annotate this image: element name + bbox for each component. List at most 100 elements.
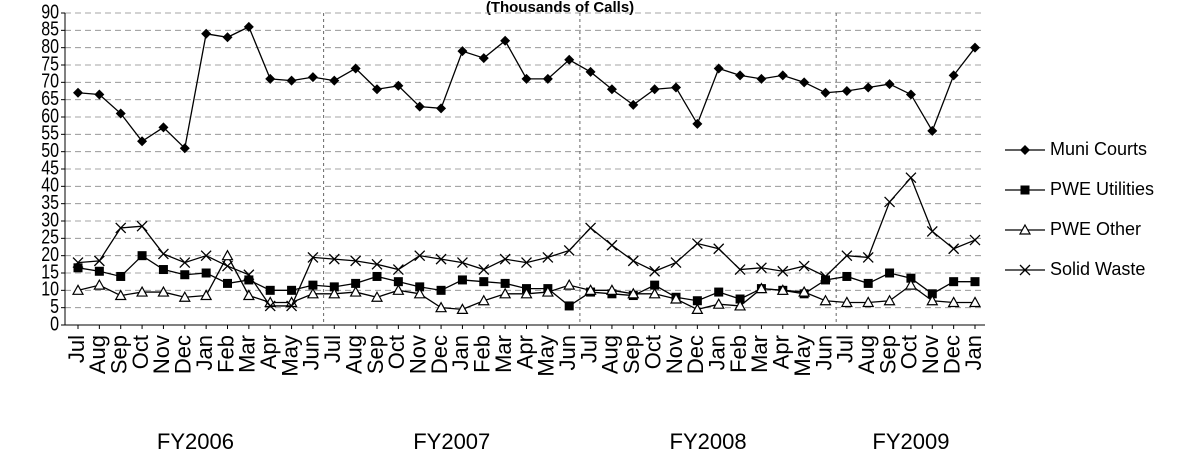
x-tick-label: Mar	[747, 335, 772, 373]
marker	[477, 294, 490, 306]
y-tick-label: 85	[41, 18, 59, 40]
x-tick-label: Dec	[171, 335, 196, 374]
marker	[242, 289, 255, 301]
x-tick-label: Dec	[427, 335, 452, 374]
marker	[372, 271, 382, 281]
x-tick-label: Oct	[384, 335, 409, 369]
marker	[840, 296, 853, 308]
marker	[841, 250, 853, 262]
y-tick-label: 65	[41, 87, 59, 109]
marker	[94, 89, 105, 100]
marker	[414, 101, 425, 112]
chart-title: (Thousands of Calls)	[486, 0, 634, 16]
marker	[456, 303, 469, 314]
marker	[499, 287, 512, 299]
marker	[563, 245, 575, 256]
marker	[264, 300, 276, 312]
x-tick-label: Sep	[363, 335, 388, 374]
marker	[265, 73, 276, 84]
marker	[180, 270, 190, 280]
marker	[735, 70, 746, 81]
marker	[435, 301, 448, 313]
marker	[820, 87, 831, 98]
y-tick-label: 80	[41, 35, 59, 57]
marker	[94, 266, 104, 276]
marker	[862, 296, 875, 308]
y-tick-label: 90	[41, 1, 59, 23]
marker	[734, 264, 746, 275]
marker	[457, 275, 467, 285]
marker	[351, 278, 361, 288]
marker	[968, 296, 982, 308]
x-tick-label: Jun	[299, 335, 324, 370]
marker	[970, 277, 980, 287]
x-tick-label: Apr	[769, 335, 794, 369]
x-tick-label: Oct	[128, 335, 153, 369]
marker	[372, 84, 382, 95]
marker	[628, 99, 639, 110]
x-tick-label: Aug	[85, 335, 110, 374]
marker	[115, 222, 127, 234]
y-tick-label: 15	[41, 261, 59, 283]
marker	[371, 258, 383, 270]
marker	[178, 291, 191, 302]
marker	[755, 282, 768, 294]
marker	[884, 196, 896, 208]
year-label: FY2006	[157, 429, 234, 454]
x-tick-label: Aug	[854, 335, 879, 374]
x-tick-label: Sep	[619, 335, 644, 374]
y-tick-label: 75	[41, 53, 59, 75]
marker	[73, 263, 83, 273]
marker	[200, 289, 213, 301]
marker	[585, 222, 597, 234]
marker	[349, 285, 362, 297]
y-tick-label: 50	[41, 139, 59, 161]
marker	[328, 253, 340, 265]
marker	[841, 86, 852, 96]
y-tick-label: 60	[41, 105, 59, 127]
marker	[137, 136, 148, 147]
marker	[244, 275, 254, 285]
marker	[500, 278, 510, 288]
x-tick-label: Jan	[448, 335, 473, 370]
series-line	[77, 25, 976, 150]
y-tick-label: 70	[41, 70, 59, 92]
marker	[927, 289, 937, 299]
marker	[649, 84, 660, 95]
marker	[328, 287, 341, 299]
y-tick-label: 5	[50, 295, 59, 317]
x-tick-label: Apr	[512, 335, 537, 369]
marker	[393, 277, 403, 287]
x-tick-label: Feb	[213, 335, 238, 373]
x-tick-label: Jun	[555, 335, 580, 370]
marker	[605, 284, 618, 295]
marker	[542, 251, 554, 263]
marker	[479, 277, 489, 287]
y-tick-label: 40	[41, 174, 59, 196]
y-tick-label: 55	[41, 122, 59, 144]
x-tick-label: May	[790, 335, 815, 377]
marker	[755, 262, 767, 274]
marker	[115, 108, 126, 119]
marker	[499, 253, 511, 265]
x-tick-label: Nov	[918, 335, 943, 374]
legend-label: PWE Other	[1050, 219, 1141, 239]
marker	[287, 285, 297, 295]
y-tick-label: 30	[41, 209, 59, 231]
year-label: FY2008	[670, 429, 747, 454]
marker	[136, 285, 149, 297]
marker	[714, 287, 724, 297]
marker	[542, 73, 553, 84]
marker	[947, 296, 960, 308]
marker	[157, 248, 169, 260]
x-tick-label: Sep	[875, 335, 900, 374]
marker	[200, 250, 212, 262]
marker	[457, 46, 468, 57]
legend-label: Muni Courts	[1050, 139, 1147, 159]
marker	[650, 280, 660, 290]
marker	[712, 297, 725, 309]
marker	[884, 79, 895, 90]
marker	[819, 294, 832, 306]
marker	[329, 75, 340, 86]
marker	[286, 75, 297, 86]
